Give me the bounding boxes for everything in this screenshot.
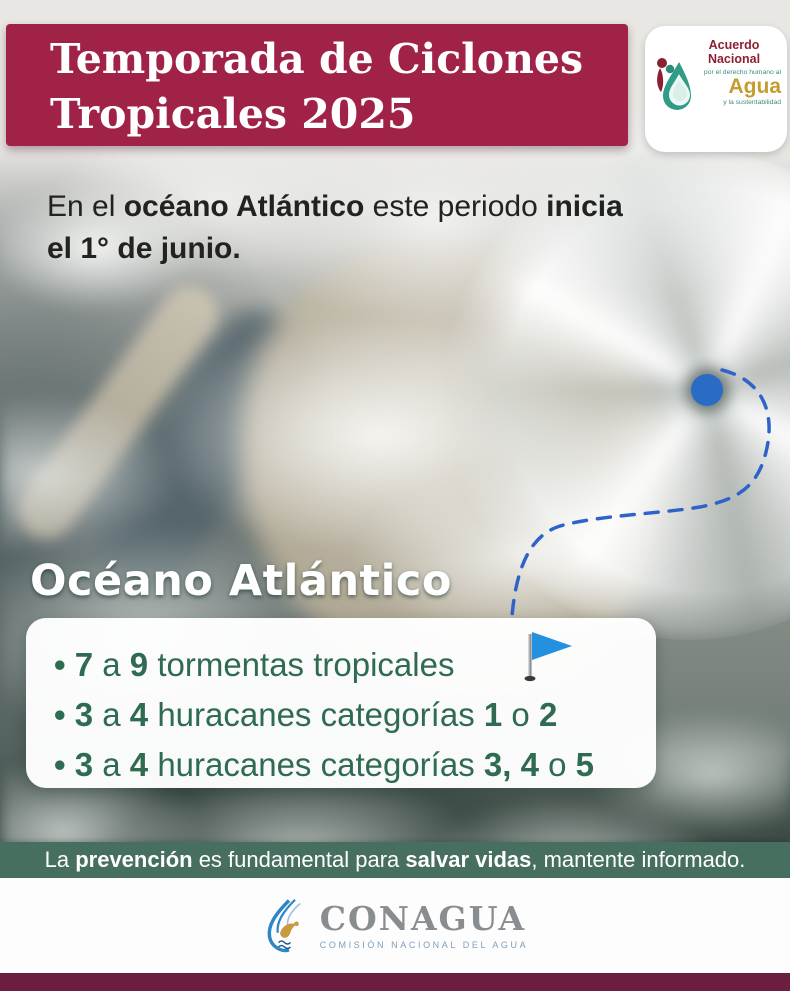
text-segment: 3 [74,746,94,783]
text-segment: o [502,696,539,733]
flag-pennant-shape [532,632,572,660]
footer: CONAGUA COMISIÓN NACIONAL DEL AGUA [0,878,790,973]
text-segment: En el [47,190,124,223]
prevention-banner: La prevención es fundamental para salvar… [0,842,790,878]
title-banner: Temporada de Ciclones Tropicales 2025 [6,24,628,146]
bullet-hurricanes-cat1-2: • 3 a 4 huracanes categorías 1 o 2 [54,690,656,740]
text-segment: • [54,746,75,783]
text-segment: 3, 4 [483,746,539,783]
conagua-brand-text: CONAGUA [319,898,527,938]
text-segment: o [538,746,576,783]
text-segment: océano Atlántico [123,190,365,223]
text-segment: inicia [546,190,623,223]
title-line1: Temporada de Ciclones [50,35,584,83]
forecast-box: • 7 a 9 tormentas tropicales • 3 a 4 hur… [26,618,656,788]
text-segment: este periodo [364,190,547,223]
text-segment: 7 [74,646,94,683]
section-heading: Océano Atlántico [30,556,452,606]
text-segment: el 1° de junio. [47,232,241,265]
bullet-hurricanes-cat3-5: • 3 a 4 huracanes categorías 3, 4 o 5 [54,740,656,790]
text-segment: • [54,646,75,683]
acuerdo-line2: por el derecho humano al [703,69,781,76]
text-segment: a [93,696,130,733]
text-segment: • [54,696,75,733]
text-segment: La [44,847,76,872]
text-segment: a [93,646,130,683]
intro-line2: el 1° de junio. [47,228,747,270]
title-line2: Tropicales 2025 [50,90,416,138]
text-segment: 4 [129,746,149,783]
water-drop-logo-icon [657,58,691,110]
text-segment: 4 [129,696,149,733]
text-segment: tormentas tropicales [148,646,455,683]
text-segment: prevención [75,847,193,872]
intro-line1: En el océano Atlántico este periodo inic… [47,186,747,228]
text-segment: huracanes categorías [148,746,484,783]
acuerdo-line3: Agua [728,75,782,98]
text-segment: 1 [483,696,503,733]
conagua-logo: CONAGUA COMISIÓN NACIONAL DEL AGUA [262,897,528,955]
text-segment: huracanes categorías [148,696,484,733]
text-segment: es fundamental para [192,847,406,872]
conagua-logo-icon [267,898,301,952]
flag-icon [524,632,572,682]
acuerdo-line1: Acuerdo Nacional [707,38,761,66]
acuerdo-logo-card: Acuerdo Nacional por el derecho humano a… [645,26,787,152]
text-segment: , mantente informado. [531,847,746,872]
intro-text: En el océano Atlántico este periodo inic… [47,186,747,270]
bullet-tropical-storms: • 7 a 9 tormentas tropicales [54,640,656,690]
prevention-text: La prevención es fundamental para salvar… [45,847,746,872]
text-segment: 9 [129,646,149,683]
text-segment: 3 [74,696,94,733]
conagua-subtitle-text: COMISIÓN NACIONAL DEL AGUA [319,939,529,950]
text-segment: salvar vidas [405,847,532,872]
text-segment: 2 [538,696,558,733]
acuerdo-line4: y la sustentabilidad [723,99,781,106]
text-segment: a [93,746,130,783]
conagua-wordmark: CONAGUA COMISIÓN NACIONAL DEL AGUA [319,898,529,950]
bottom-bar [0,973,790,991]
acuerdo-logo-text: Acuerdo Nacional por el derecho humano a… [687,38,781,106]
text-segment: 5 [575,746,594,783]
